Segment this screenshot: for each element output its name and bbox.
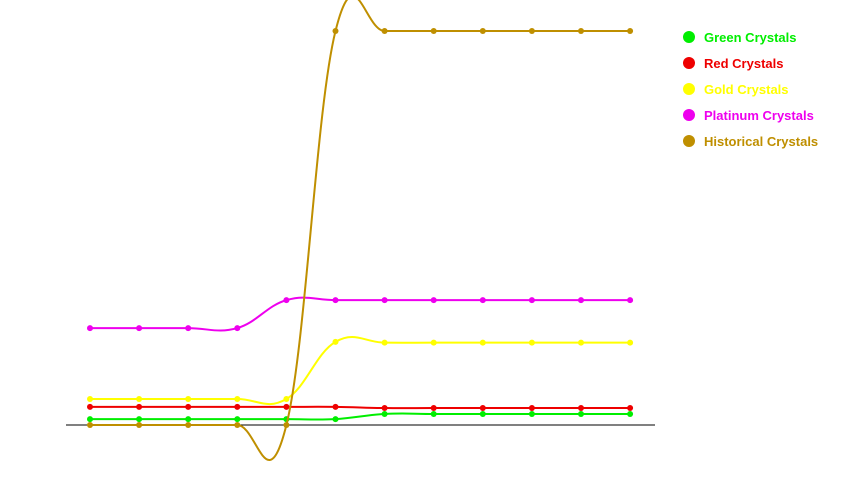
data-point-historical-crystals-11[interactable] <box>578 28 584 34</box>
data-point-historical-crystals-4[interactable] <box>234 422 241 428</box>
data-point-platinum-crystals-11[interactable] <box>578 297 584 304</box>
legend: Green Crystals Red Crystals Gold Crystal… <box>683 24 818 154</box>
data-point-platinum-crystals-2[interactable] <box>136 325 143 332</box>
series-line-gold-crystals <box>90 336 631 406</box>
data-point-platinum-crystals-4[interactable] <box>234 325 241 332</box>
data-point-platinum-crystals-5[interactable] <box>283 297 290 304</box>
legend-label: Historical Crystals <box>704 133 819 149</box>
data-point-gold-crystals-7[interactable] <box>381 339 388 346</box>
series-line-historical-crystals <box>89 0 631 461</box>
series-line-platinum-crystals <box>90 296 631 332</box>
data-point-red-crystals-12[interactable] <box>627 405 634 412</box>
data-point-green-crystals-8[interactable] <box>430 410 437 417</box>
series-layer <box>87 0 634 461</box>
series-historical-crystals <box>87 0 634 461</box>
series-platinum-crystals <box>87 296 634 332</box>
data-point-historical-crystals-10[interactable] <box>528 28 535 34</box>
data-point-platinum-crystals-1[interactable] <box>87 325 93 332</box>
data-point-platinum-crystals-10[interactable] <box>528 297 535 304</box>
data-point-platinum-crystals-6[interactable] <box>332 297 339 304</box>
legend-label: Platinum Crystals <box>704 107 814 123</box>
data-point-green-crystals-6[interactable] <box>332 416 339 423</box>
data-point-green-crystals-7[interactable] <box>381 410 388 417</box>
data-point-red-crystals-1[interactable] <box>87 403 93 410</box>
data-point-historical-crystals-9[interactable] <box>479 28 486 34</box>
data-point-historical-crystals-3[interactable] <box>185 422 192 428</box>
data-point-historical-crystals-7[interactable] <box>381 28 388 34</box>
data-point-red-crystals-7[interactable] <box>381 405 388 412</box>
data-point-gold-crystals-4[interactable] <box>234 395 241 402</box>
data-point-red-crystals-6[interactable] <box>332 403 339 410</box>
legend-item-green-crystals[interactable]: Green Crystals <box>683 24 818 50</box>
data-point-green-crystals-2[interactable] <box>136 416 143 423</box>
series-line-green-crystals <box>90 412 631 421</box>
legend-marker <box>683 31 695 43</box>
data-point-gold-crystals-2[interactable] <box>136 395 143 402</box>
data-point-platinum-crystals-7[interactable] <box>381 297 388 304</box>
data-point-platinum-crystals-9[interactable] <box>479 297 486 304</box>
data-point-gold-crystals-5[interactable] <box>283 395 290 402</box>
data-point-platinum-crystals-3[interactable] <box>185 325 192 332</box>
series-red-crystals <box>87 403 634 412</box>
data-point-red-crystals-4[interactable] <box>234 403 241 410</box>
data-point-red-crystals-9[interactable] <box>479 405 486 412</box>
legend-marker <box>683 83 695 95</box>
data-point-gold-crystals-1[interactable] <box>87 395 93 402</box>
data-point-green-crystals-1[interactable] <box>87 416 93 423</box>
series-line-red-crystals <box>89 405 631 410</box>
data-point-green-crystals-10[interactable] <box>528 410 535 417</box>
data-point-historical-crystals-2[interactable] <box>136 422 143 428</box>
data-point-red-crystals-2[interactable] <box>136 403 143 410</box>
data-point-red-crystals-10[interactable] <box>528 405 535 412</box>
legend-marker <box>683 109 695 121</box>
legend-item-historical-crystals[interactable]: Historical Crystals <box>683 128 818 154</box>
data-point-red-crystals-3[interactable] <box>185 403 192 410</box>
data-point-gold-crystals-12[interactable] <box>627 339 634 346</box>
data-point-gold-crystals-6[interactable] <box>332 338 339 345</box>
legend-label: Green Crystals <box>704 29 797 45</box>
data-point-red-crystals-8[interactable] <box>430 405 437 412</box>
series-gold-crystals <box>87 336 634 406</box>
data-point-gold-crystals-8[interactable] <box>430 339 437 346</box>
legend-marker <box>683 135 695 147</box>
data-point-historical-crystals-12[interactable] <box>627 28 634 34</box>
data-point-historical-crystals-5[interactable] <box>283 422 290 428</box>
data-point-historical-crystals-8[interactable] <box>430 28 437 34</box>
data-point-green-crystals-4[interactable] <box>234 416 241 423</box>
data-point-green-crystals-9[interactable] <box>479 410 486 417</box>
data-point-platinum-crystals-8[interactable] <box>430 297 437 304</box>
data-point-gold-crystals-11[interactable] <box>578 339 584 346</box>
legend-item-gold-crystals[interactable]: Gold Crystals <box>683 76 818 102</box>
legend-item-red-crystals[interactable]: Red Crystals <box>683 50 818 76</box>
data-point-historical-crystals-6[interactable] <box>332 28 339 34</box>
data-point-green-crystals-11[interactable] <box>578 410 584 417</box>
data-point-gold-crystals-3[interactable] <box>185 395 192 402</box>
series-green-crystals <box>87 410 634 423</box>
data-point-gold-crystals-10[interactable] <box>528 339 535 346</box>
data-point-red-crystals-11[interactable] <box>578 405 584 412</box>
legend-label: Gold Crystals <box>704 81 789 97</box>
data-point-green-crystals-3[interactable] <box>185 416 192 423</box>
legend-marker <box>683 57 695 69</box>
data-point-red-crystals-5[interactable] <box>283 403 290 410</box>
data-point-gold-crystals-9[interactable] <box>479 339 486 346</box>
data-point-historical-crystals-1[interactable] <box>87 422 93 428</box>
data-point-platinum-crystals-12[interactable] <box>627 297 634 304</box>
legend-item-platinum-crystals[interactable]: Platinum Crystals <box>683 102 818 128</box>
data-point-green-crystals-12[interactable] <box>627 410 634 417</box>
legend-label: Red Crystals <box>704 55 784 71</box>
